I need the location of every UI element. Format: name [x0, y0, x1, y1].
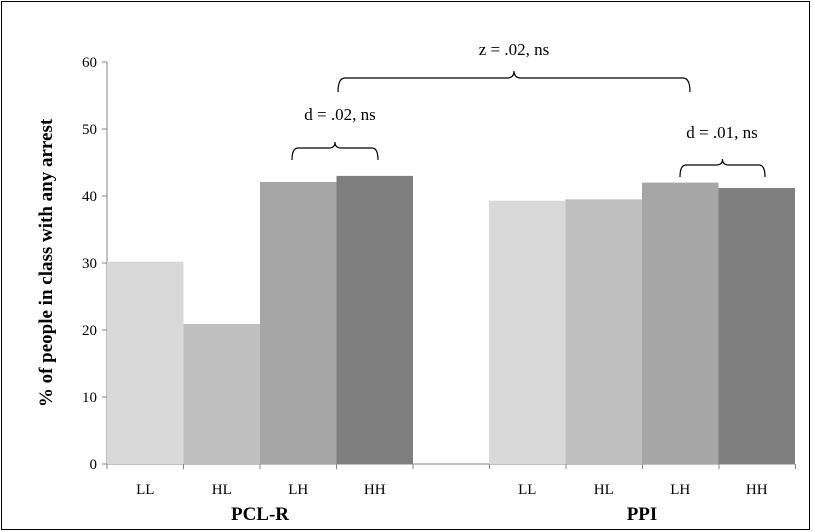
annotation-brace: [679, 158, 766, 178]
bars: [107, 175, 795, 464]
x-category-label: HL: [212, 482, 232, 498]
y-tick-label: 40: [82, 189, 97, 205]
x-category-label: HL: [594, 482, 614, 498]
bar-ppi-hh: [718, 187, 795, 464]
y-axis-label: % of people in class with any arrest: [36, 118, 57, 407]
annotation-brace: [337, 70, 691, 93]
x-category-label: HH: [746, 482, 768, 498]
x-category-label: HH: [364, 482, 386, 498]
y-tick-label: 20: [82, 323, 97, 339]
y-tick-label: 60: [82, 55, 97, 71]
annotation-label: d = .01, ns: [686, 123, 757, 142]
annotations: d = .02, ns d = .01, ns z = .02, ns: [291, 40, 766, 178]
annotation-label: d = .02, ns: [304, 105, 375, 124]
y-tick-label: 0: [90, 457, 98, 473]
x-category-label: LL: [518, 482, 536, 498]
group-label-ppi: PPI: [627, 504, 658, 525]
bar-pcl-r-hl: [183, 323, 260, 464]
x-category-label: LH: [288, 482, 308, 498]
bar-pcl-r-hh: [336, 175, 413, 464]
bar-ppi-ll: [489, 200, 566, 464]
x-category-label: LH: [670, 482, 690, 498]
y-tick-label: 50: [82, 122, 97, 138]
bar-ppi-hl: [565, 199, 642, 464]
group-label-pcl-r: PCL-R: [231, 504, 289, 525]
annotation-label: z = .02, ns: [479, 40, 550, 59]
annotation-brace: [291, 141, 379, 161]
x-category-label: LL: [136, 482, 154, 498]
bar-pcl-r-lh: [260, 181, 337, 464]
y-tick-label: 30: [82, 256, 97, 272]
bar-pcl-r-ll: [107, 261, 184, 464]
bar-ppi-lh: [642, 182, 719, 464]
y-tick-label: 10: [82, 390, 97, 406]
